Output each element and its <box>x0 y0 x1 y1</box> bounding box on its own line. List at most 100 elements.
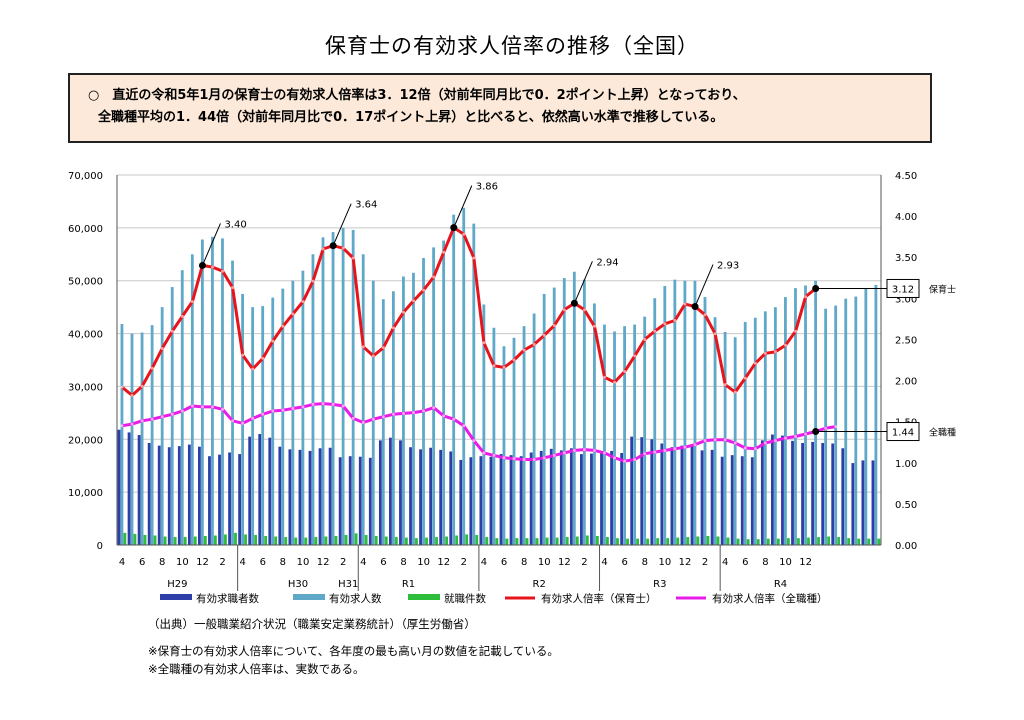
bar-placements <box>314 537 318 545</box>
bar-placements <box>857 538 861 545</box>
bar-applicants <box>771 434 774 545</box>
bar-applicants <box>378 440 382 545</box>
annotation-value: 2.94 <box>596 257 618 268</box>
annotation-value: 3.40 <box>224 219 246 230</box>
line-ratio-all-point <box>221 407 225 411</box>
y-right-tick-label: 3.00 <box>895 294 917 305</box>
bar-openings <box>402 276 405 545</box>
line-ratio-all-point <box>251 416 255 420</box>
bar-applicants <box>338 457 342 545</box>
bar-applicants <box>760 440 764 545</box>
bar-placements <box>565 537 569 545</box>
bar-placements <box>575 536 579 545</box>
annotation-tag: 全職種 <box>929 427 956 439</box>
bar-applicants <box>710 449 714 545</box>
line-ratio-all-point <box>552 453 556 457</box>
bar-placements <box>817 537 820 545</box>
line-ratio-all-point <box>190 404 194 408</box>
line-ratio-all-point <box>834 425 838 429</box>
bar-openings <box>633 324 637 545</box>
bar-applicants <box>861 460 865 545</box>
bar-openings <box>673 279 677 545</box>
bar-applicants <box>328 447 332 545</box>
line-ratio-all-point <box>180 409 184 413</box>
x-tick-label: 6 <box>260 557 266 568</box>
bar-placements <box>877 538 881 545</box>
bar-placements <box>445 536 448 545</box>
line-ratio-all-point <box>633 457 637 461</box>
bar-openings <box>371 280 375 545</box>
line-ratio-all-point <box>613 456 617 460</box>
bar-applicants <box>147 442 151 545</box>
bar-placements <box>475 534 479 545</box>
line-ratio-nursery-point <box>180 314 184 318</box>
bar-placements <box>234 532 237 545</box>
bar-applicants <box>429 447 433 545</box>
bar-applicants <box>479 456 483 545</box>
bar-openings <box>442 240 446 546</box>
line-ratio-all-point <box>773 439 777 443</box>
line-ratio-all-point <box>301 405 305 409</box>
line-ratio-nursery-point <box>130 393 134 397</box>
bar-openings <box>844 298 848 545</box>
line-ratio-nursery-point <box>683 302 687 306</box>
bar-openings <box>784 297 787 545</box>
bar-applicants <box>630 436 634 545</box>
source-note: （出典）一般職業紹介状況（職業安定業務統計）（厚生労働省） <box>148 617 476 631</box>
bar-applicants <box>238 454 242 545</box>
x-tick-label: 10 <box>779 557 792 568</box>
line-ratio-nursery-point <box>120 385 124 389</box>
bar-placements <box>264 536 268 545</box>
bar-applicants <box>831 443 835 545</box>
bar-applicants <box>509 455 513 545</box>
bar-openings <box>743 321 747 545</box>
x-tick-label: 2 <box>461 557 467 568</box>
bar-openings <box>381 299 385 545</box>
y-left-tick-label: 30,000 <box>68 382 103 393</box>
x-tick-label: 10 <box>417 557 430 568</box>
y-right-tick-label: 3.50 <box>895 253 917 264</box>
bar-openings <box>412 272 415 545</box>
x-tick-label: 4 <box>722 557 728 568</box>
annotation-leader <box>453 185 473 228</box>
footnote-1: ※保育士の有効求人倍率について、各年度の最も高い月の数値を記載している。 <box>148 644 559 658</box>
bar-placements <box>495 538 499 545</box>
bar-applicants <box>258 434 262 545</box>
line-ratio-nursery-point <box>784 343 787 347</box>
line-ratio-nursery-point <box>753 361 757 365</box>
bar-placements <box>646 538 650 545</box>
line-ratio-all-point <box>723 438 727 442</box>
bar-placements <box>616 538 619 545</box>
line-ratio-nursery-point <box>472 256 476 260</box>
bar-openings <box>532 313 536 545</box>
line-ratio-all-point <box>140 419 144 423</box>
bar-placements <box>736 538 740 545</box>
line-ratio-nursery-point <box>422 288 426 292</box>
bar-placements <box>626 538 629 545</box>
bar-placements <box>394 537 398 545</box>
line-ratio-all-point <box>693 443 697 447</box>
line-ratio-nursery-point <box>613 380 617 384</box>
bar-applicants <box>308 450 312 545</box>
line-ratio-all-point <box>150 417 154 421</box>
line-ratio-all-point <box>361 420 365 424</box>
bar-openings <box>180 270 184 545</box>
bar-applicants <box>348 456 352 545</box>
x-tick-label: 6 <box>501 557 507 568</box>
x-tick-label: 12 <box>799 557 812 568</box>
line-ratio-nursery-point <box>160 346 164 350</box>
bar-placements <box>525 538 529 545</box>
x-tick-label: 2 <box>702 557 708 568</box>
bar-applicants <box>419 449 422 545</box>
bar-placements <box>153 535 157 545</box>
line-ratio-all-point <box>532 457 536 461</box>
summary-line-1: ○ 直近の令和5年1月の保育士の有効求人倍率は3．12倍（対前年同月比で0．2ポ… <box>88 88 746 103</box>
bar-applicants <box>187 444 191 545</box>
line-ratio-all-point <box>321 402 325 406</box>
x-tick-label: 4 <box>481 557 487 568</box>
x-tick-label: 4 <box>360 557 366 568</box>
line-ratio-nursery-point <box>663 322 667 326</box>
line-ratio-all-point <box>442 414 446 418</box>
line-ratio-all-point <box>603 451 607 455</box>
y-right-tick-label: 1.00 <box>895 459 917 470</box>
